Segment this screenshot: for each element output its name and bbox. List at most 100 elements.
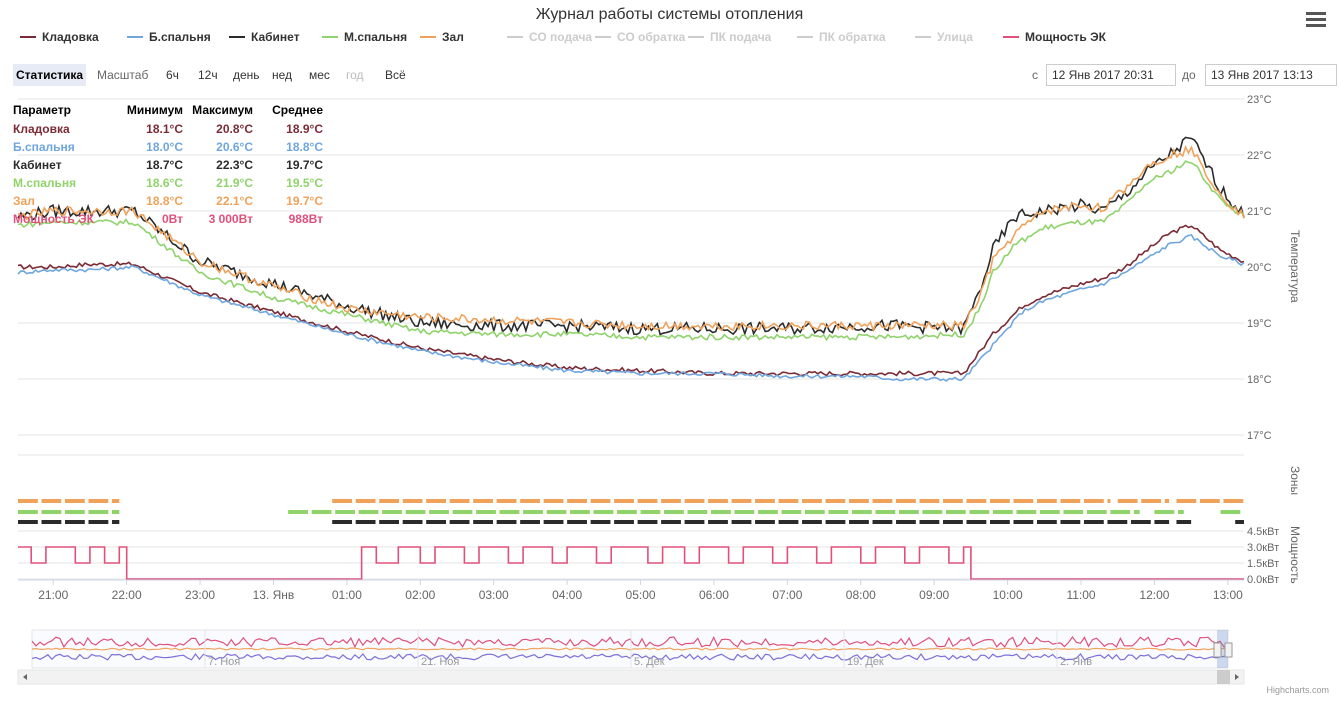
legend-item[interactable]: М.спальня [322,30,407,44]
x-tick-label: 04:00 [552,588,582,602]
legend-label: Улица [937,30,973,44]
x-tick-label: 12:00 [1139,588,1169,602]
legend-label: Зал [442,30,464,44]
to-date-input[interactable]: 13 Янв 2017 13:13 [1205,64,1337,86]
legend-item[interactable]: Улица [915,30,973,44]
scale-label: Масштаб [97,68,149,82]
legend-label: СО обратка [617,30,686,44]
zones-axis-title: Зоны [1288,466,1302,495]
x-tick-label: 08:00 [846,588,876,602]
legend-item[interactable]: Б.спальня [127,30,211,44]
from-date-input[interactable]: 12 Янв 2017 20:31 [1046,64,1176,86]
x-tick-label: 11:00 [1066,588,1095,602]
range-week-button[interactable]: нед [272,68,293,82]
legend-swatch [688,35,704,38]
power-series-line [18,546,1244,580]
scroll-left-arrow-icon[interactable] [23,674,27,680]
legend-item[interactable]: Кладовка [20,30,99,44]
navigator-tick-label: 5. Дек [634,656,665,668]
credits-link[interactable]: Highcharts.com [1266,685,1329,695]
navigator-handle-right [1224,642,1233,658]
x-tick-label: 01:00 [332,588,362,602]
navigator-tick-label: 7. Ноя [208,656,240,668]
navigator-temp-line [31,647,1229,651]
navigator-power-line [31,635,1229,649]
legend-swatch [322,35,338,38]
temp-series-line [17,160,1245,342]
range-day-button[interactable]: день [233,68,260,82]
legend-label: Кабинет [251,30,300,44]
chart-title: Журнал работы системы отопления [535,6,804,23]
stats-avg: 19.5°C [286,176,323,190]
stats-max: 3 000Вт [208,212,253,226]
x-tick-label: 07:00 [772,588,802,602]
legend-swatch [229,35,245,38]
navigator-handle-left [1213,642,1222,658]
legend-item[interactable]: Зал [420,30,464,44]
x-tick-label: 13. Янв [253,588,295,602]
stats-name: Мощность ЭК [13,212,94,226]
range-6h-button[interactable]: 6ч [166,68,179,82]
stats-max: 20.6°C [216,140,253,154]
legend-swatch [127,35,143,38]
temp-tick-label: 23°C [1247,94,1272,106]
navigator-tick-label: 19. Дек [847,656,884,668]
temp-tick-label: 20°C [1247,262,1272,274]
temp-tick-label: 22°C [1247,150,1272,162]
stats-avg: 19.7°C [286,194,323,208]
navigator-mask [1217,630,1228,668]
chart-menu-icon[interactable] [1306,12,1326,28]
legend-label: Мощность ЭК [1025,30,1106,44]
stats-name: Кладовка [13,122,70,136]
legend-item[interactable]: ПК подача [688,30,771,44]
x-tick-label: 13:00 [1213,588,1243,602]
x-tick-label: 23:00 [185,588,215,602]
stats-name: М.спальня [13,176,77,190]
legend-item[interactable]: СО подача [507,30,592,44]
legend-swatch [1003,35,1019,38]
stats-min: 18.0°C [146,140,183,154]
stats-min: 18.8°C [146,194,183,208]
stats-min: 0Вт [161,212,183,226]
x-tick-label: 06:00 [699,588,729,602]
stats-min: 18.6°C [146,176,183,190]
legend-item[interactable]: ПК обратка [797,30,886,44]
power-tick-label: 1.5кВт [1247,558,1279,570]
stats-min: 18.1°C [146,122,183,136]
temp-tick-label: 21°C [1247,206,1272,218]
range-12h-button[interactable]: 12ч [198,68,218,82]
stats-max: 22.1°C [216,194,253,208]
temp-axis-title: Температура [1288,230,1302,303]
scroll-right-arrow-icon[interactable] [1235,674,1239,680]
x-tick-label: 21:00 [38,588,68,602]
stats-avg: 18.8°C [286,140,323,154]
stats-avg: 19.7°C [286,158,323,172]
stats-header-avg: Среднее [272,103,323,117]
stats-max: 20.8°C [216,122,253,136]
power-tick-label: 4.5кВт [1247,526,1279,538]
navigator-tick-label: 21. Ноя [421,656,459,668]
legend-label: СО подача [529,30,593,44]
legend-label: ПК подача [710,30,772,44]
x-tick-label: 02:00 [405,588,435,602]
legend-item[interactable]: СО обратка [595,30,685,44]
temp-series-line [17,136,1245,337]
scrollbar-thumb [1217,670,1230,684]
stats-button[interactable]: Статистика [13,64,87,86]
stats-name: Зал [13,194,35,208]
legend-swatch [420,35,436,38]
navigator-tick-label: 2. Янв [1060,656,1092,668]
to-label: до [1182,68,1196,82]
temp-series-line [17,234,1245,382]
legend-item[interactable]: Кабинет [229,30,300,44]
range-all-button[interactable]: Всё [385,68,406,82]
legend-item[interactable]: Мощность ЭК [1003,30,1106,44]
range-month-button[interactable]: мес [309,68,330,82]
stats-header-min: Минимум [126,103,183,117]
scrollbar-track [17,669,1245,685]
stats-avg: 18.9°C [286,122,323,136]
x-tick-label: 09:00 [919,588,949,602]
range-year-button: год [346,68,364,82]
x-tick-label: 05:00 [626,588,656,602]
